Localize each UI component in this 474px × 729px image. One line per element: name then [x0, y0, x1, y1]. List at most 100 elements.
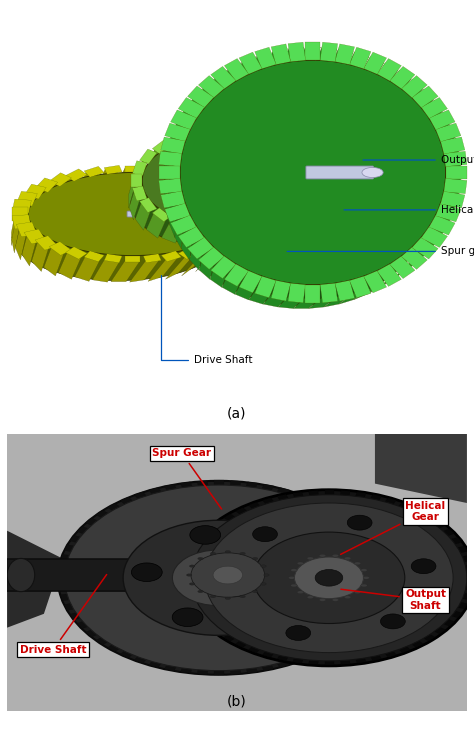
Bar — [410, 639, 423, 647]
Polygon shape — [427, 208, 455, 238]
Bar — [317, 643, 331, 652]
Bar — [338, 628, 353, 637]
Polygon shape — [129, 187, 139, 220]
Bar — [164, 484, 177, 492]
Polygon shape — [111, 260, 140, 281]
Bar — [261, 484, 274, 492]
Polygon shape — [199, 134, 227, 160]
Polygon shape — [235, 57, 255, 93]
Polygon shape — [377, 264, 401, 286]
Circle shape — [64, 485, 373, 671]
Polygon shape — [148, 255, 180, 281]
Ellipse shape — [297, 562, 304, 565]
Polygon shape — [236, 211, 263, 238]
Polygon shape — [199, 226, 227, 245]
Bar — [277, 654, 289, 660]
Polygon shape — [412, 237, 438, 259]
Polygon shape — [339, 52, 369, 87]
Bar — [347, 620, 361, 629]
Bar — [328, 636, 342, 645]
Bar — [355, 657, 366, 663]
Text: Drive Shaft: Drive Shaft — [20, 574, 107, 655]
Circle shape — [347, 515, 372, 530]
Bar — [317, 503, 331, 512]
Polygon shape — [171, 110, 197, 130]
Polygon shape — [182, 100, 191, 138]
Bar — [246, 666, 257, 674]
Polygon shape — [125, 256, 140, 262]
Polygon shape — [159, 179, 182, 194]
Polygon shape — [305, 42, 320, 61]
Text: Output
Shaft: Output Shaft — [341, 589, 446, 611]
Polygon shape — [210, 132, 227, 141]
Polygon shape — [146, 211, 166, 238]
Bar — [366, 593, 378, 601]
Polygon shape — [364, 52, 387, 74]
Bar — [398, 502, 410, 510]
Polygon shape — [440, 137, 465, 154]
Polygon shape — [199, 257, 213, 279]
Ellipse shape — [225, 550, 230, 553]
Polygon shape — [170, 134, 188, 146]
Polygon shape — [246, 140, 265, 154]
Polygon shape — [250, 150, 275, 184]
Bar — [191, 546, 203, 553]
Bar — [398, 645, 410, 653]
Bar — [309, 491, 319, 496]
Polygon shape — [58, 171, 81, 206]
Bar — [370, 574, 381, 580]
Polygon shape — [210, 221, 227, 230]
Ellipse shape — [261, 582, 266, 585]
Polygon shape — [135, 150, 150, 184]
Bar — [340, 491, 350, 496]
Circle shape — [381, 614, 405, 629]
Circle shape — [256, 599, 287, 617]
Polygon shape — [239, 270, 262, 293]
Bar — [187, 593, 198, 600]
Bar — [304, 650, 318, 658]
Circle shape — [253, 532, 405, 623]
Bar — [236, 507, 248, 515]
Bar — [58, 584, 69, 590]
Bar — [60, 593, 72, 601]
FancyBboxPatch shape — [306, 166, 374, 179]
Polygon shape — [305, 285, 320, 303]
Polygon shape — [367, 275, 398, 295]
Ellipse shape — [252, 558, 258, 560]
Bar — [347, 526, 361, 534]
Polygon shape — [24, 184, 46, 199]
Polygon shape — [324, 293, 353, 307]
Bar — [290, 492, 304, 500]
FancyBboxPatch shape — [0, 351, 474, 729]
Polygon shape — [278, 296, 304, 308]
Polygon shape — [309, 47, 337, 79]
Polygon shape — [84, 251, 104, 262]
Polygon shape — [84, 166, 104, 177]
Ellipse shape — [354, 590, 361, 593]
Polygon shape — [377, 58, 401, 81]
Polygon shape — [211, 256, 236, 278]
Polygon shape — [152, 208, 171, 222]
Polygon shape — [390, 66, 415, 89]
Polygon shape — [210, 71, 227, 107]
Bar — [461, 593, 472, 600]
Polygon shape — [349, 47, 371, 69]
Polygon shape — [162, 220, 185, 243]
Bar — [355, 612, 369, 620]
Bar — [214, 480, 224, 486]
Polygon shape — [217, 224, 245, 260]
Polygon shape — [159, 152, 182, 166]
Polygon shape — [15, 192, 26, 230]
Polygon shape — [239, 52, 262, 74]
Polygon shape — [224, 58, 249, 81]
Polygon shape — [178, 169, 200, 182]
Polygon shape — [271, 281, 291, 301]
Polygon shape — [178, 98, 204, 118]
Bar — [384, 650, 396, 658]
Ellipse shape — [264, 574, 269, 577]
Bar — [134, 655, 148, 663]
Bar — [77, 526, 91, 534]
Bar — [361, 603, 374, 610]
Polygon shape — [12, 199, 31, 214]
Polygon shape — [432, 138, 459, 174]
